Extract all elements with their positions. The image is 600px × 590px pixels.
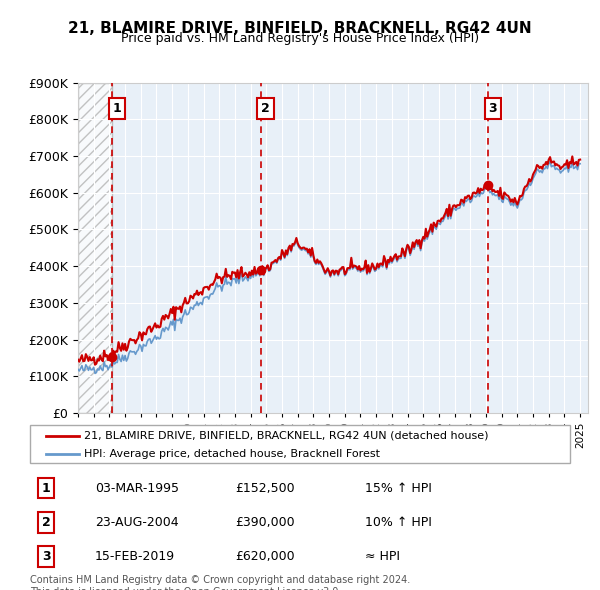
Text: ≈ HPI: ≈ HPI (365, 550, 400, 563)
Text: 2: 2 (261, 102, 270, 115)
Text: 23-AUG-2004: 23-AUG-2004 (95, 516, 178, 529)
Text: 15% ↑ HPI: 15% ↑ HPI (365, 481, 431, 494)
Text: HPI: Average price, detached house, Bracknell Forest: HPI: Average price, detached house, Brac… (84, 448, 380, 458)
Text: 03-MAR-1995: 03-MAR-1995 (95, 481, 179, 494)
Text: 21, BLAMIRE DRIVE, BINFIELD, BRACKNELL, RG42 4UN (detached house): 21, BLAMIRE DRIVE, BINFIELD, BRACKNELL, … (84, 431, 488, 441)
FancyBboxPatch shape (30, 425, 570, 463)
Text: 10% ↑ HPI: 10% ↑ HPI (365, 516, 431, 529)
Text: 1: 1 (42, 481, 50, 494)
Text: 3: 3 (42, 550, 50, 563)
Text: £390,000: £390,000 (235, 516, 295, 529)
Text: 2: 2 (42, 516, 50, 529)
Text: 1: 1 (112, 102, 121, 115)
Text: 15-FEB-2019: 15-FEB-2019 (95, 550, 175, 563)
Text: Contains HM Land Registry data © Crown copyright and database right 2024.
This d: Contains HM Land Registry data © Crown c… (30, 575, 410, 590)
Text: 21, BLAMIRE DRIVE, BINFIELD, BRACKNELL, RG42 4UN: 21, BLAMIRE DRIVE, BINFIELD, BRACKNELL, … (68, 21, 532, 35)
Bar (78, 83, 112, 413)
Text: £620,000: £620,000 (235, 550, 295, 563)
Text: Price paid vs. HM Land Registry's House Price Index (HPI): Price paid vs. HM Land Registry's House … (121, 32, 479, 45)
Text: 3: 3 (488, 102, 497, 115)
Text: £152,500: £152,500 (235, 481, 295, 494)
